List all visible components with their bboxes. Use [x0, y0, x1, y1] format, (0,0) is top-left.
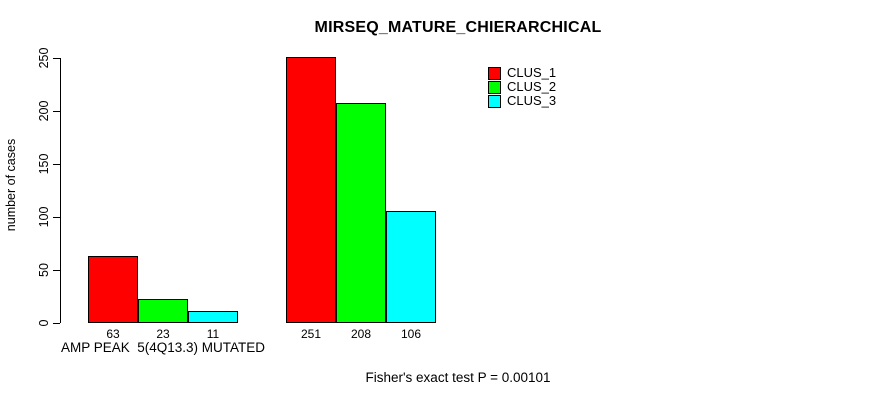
legend-swatch-clus_3 — [488, 94, 501, 108]
legend-item: CLUS_3 — [488, 94, 556, 108]
y-axis-tick-label: 50 — [37, 263, 51, 277]
chart-title: MIRSEQ_MATURE_CHIERARCHICAL — [314, 19, 602, 36]
bar-value-label: 11 — [206, 327, 220, 341]
y-axis-line — [60, 58, 61, 323]
bar-value-label: 23 — [156, 327, 170, 341]
legend: CLUS_1 CLUS_2 CLUS_3 — [488, 66, 556, 108]
y-axis-tick — [53, 270, 60, 271]
legend-swatch-clus_1 — [488, 66, 501, 80]
x-axis-group-label: AMP PEAK 5(4Q13.3) MUTATED — [60, 340, 266, 355]
y-axis-tick — [53, 164, 60, 165]
y-axis-tick-label: 100 — [37, 206, 51, 228]
y-axis-tick — [53, 323, 60, 324]
bar-value-label: 106 — [400, 327, 422, 341]
legend-swatch-clus_2 — [488, 80, 501, 94]
bar-value-label: 63 — [106, 327, 120, 341]
bar-clus_3-group2 — [386, 211, 436, 323]
y-axis-tick-label: 250 — [37, 47, 51, 69]
bar-clus_2-group2 — [336, 103, 386, 323]
bar-clus_3-group1 — [188, 311, 238, 323]
y-axis-tick-label: 150 — [37, 153, 51, 175]
bar-value-label: 251 — [300, 327, 322, 341]
y-axis-tick — [53, 111, 60, 112]
bar-clus_1-group1 — [88, 256, 138, 323]
legend-item: CLUS_2 — [488, 80, 556, 94]
legend-label: CLUS_1 — [507, 65, 557, 80]
y-axis-tick-label: 0 — [37, 319, 51, 327]
bar-value-label: 208 — [350, 327, 372, 341]
legend-label: CLUS_3 — [507, 93, 557, 108]
y-axis-tick — [53, 58, 60, 59]
bar-clus_2-group1 — [138, 299, 188, 323]
legend-label: CLUS_2 — [507, 79, 557, 94]
y-axis-tick — [53, 217, 60, 218]
y-axis-tick-label: 200 — [37, 100, 51, 122]
bar-clus_1-group2 — [286, 57, 336, 323]
legend-item: CLUS_1 — [488, 66, 556, 80]
stats-annotation: Fisher's exact test P = 0.00101 — [365, 370, 551, 385]
